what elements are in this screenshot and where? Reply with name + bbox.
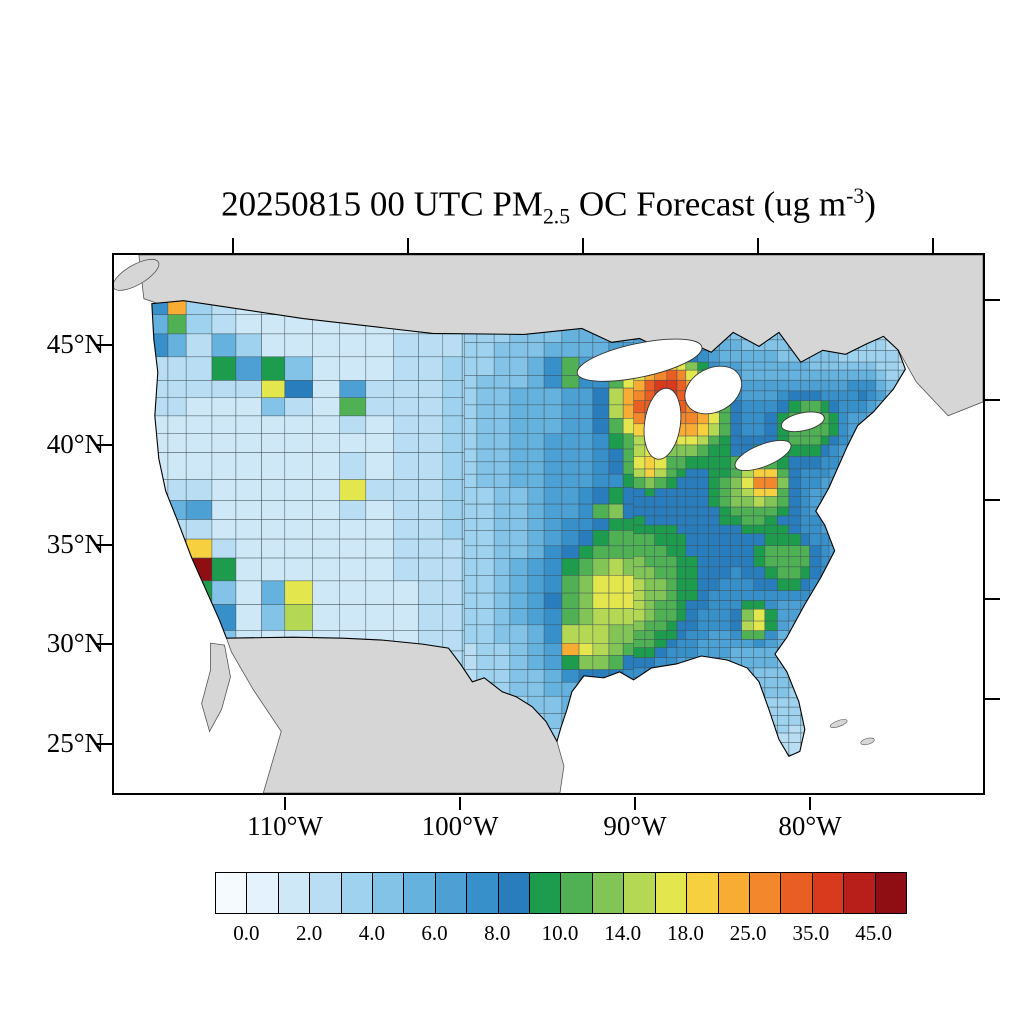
colorbar-segment [435, 873, 468, 913]
colorbar-tick-label: 35.0 [792, 921, 830, 945]
title-superscript: -3 [846, 184, 865, 208]
top-tick [407, 238, 409, 253]
right-tick [985, 398, 1000, 401]
lat-axis-label: 40°N [46, 428, 104, 459]
colorbar-tick-label: 8.0 [484, 921, 511, 945]
lon-tick [634, 797, 636, 810]
colorbar-segment [310, 873, 342, 913]
title-subscript: 2.5 [542, 204, 571, 229]
colorbar-tick-label: 14.0 [604, 921, 642, 945]
colorbar-segment [498, 873, 531, 913]
colorbar-segment [278, 873, 311, 913]
lat-axis-label: 35°N [46, 528, 104, 559]
colorbar-tick-label: 6.0 [421, 921, 448, 945]
colorbar-segment [404, 873, 436, 913]
colorbar-segment [749, 873, 782, 913]
title-text: 20250815 00 UTC PM [221, 184, 543, 224]
right-tick [985, 498, 1000, 501]
colorbar-segment [530, 873, 562, 913]
figure-title: 20250815 00 UTC PM2.5 OC Forecast (ug m-… [112, 184, 985, 230]
lon-axis-label: 110°W [247, 811, 323, 841]
top-tick [232, 238, 234, 253]
colorbar-segment [687, 873, 719, 913]
colorbar-segment [216, 873, 248, 913]
top-tick [757, 238, 759, 253]
colorbar-segment [812, 873, 845, 913]
lat-axis-label: 45°N [46, 329, 104, 359]
colorbar-tick-label: 10.0 [541, 921, 579, 945]
colorbar-segment [844, 873, 876, 913]
top-tick [932, 238, 934, 253]
title-text: OC Forecast (ug m [570, 184, 847, 224]
colorbar-tick-label: 2.0 [295, 921, 323, 945]
lat-axis-label: 25°N [46, 728, 104, 758]
lat-tick [97, 344, 112, 346]
lat-tick [97, 743, 112, 745]
lon-tick [459, 797, 461, 810]
right-tick [985, 299, 1000, 301]
lon-tick [284, 797, 286, 810]
lat-tick [97, 643, 112, 646]
lon-axis-label: 80°W [778, 811, 842, 841]
colorbar-segment [781, 873, 813, 913]
colorbar [215, 872, 907, 914]
colorbar-tick-label: 18.0 [667, 921, 704, 945]
colorbar-segment [592, 873, 625, 913]
lat-tick [97, 543, 112, 546]
lat-axis-label: 30°N [46, 628, 104, 659]
lon-tick [809, 797, 811, 810]
lon-axis-label: 100°W [421, 811, 499, 841]
colorbar-segment [373, 873, 405, 913]
map-plot-area [112, 253, 985, 795]
colorbar-segment [875, 873, 906, 913]
colorbar-tick-label: 0.0 [233, 921, 260, 945]
right-tick [985, 598, 1000, 601]
colorbar-segment [247, 873, 279, 913]
title-text: ) [864, 184, 876, 224]
colorbar-segment [718, 873, 750, 913]
colorbar-tick-label: 4.0 [358, 921, 385, 945]
lon-axis-label: 90°W [603, 811, 667, 841]
colorbar-segment [655, 873, 688, 913]
us-county-choropleth-map [114, 255, 983, 793]
colorbar-segment [341, 873, 374, 913]
colorbar-tick-label: 25.0 [729, 921, 767, 945]
right-tick [985, 698, 1000, 700]
colorbar-segment [467, 873, 499, 913]
colorbar-segment [624, 873, 656, 913]
top-tick [582, 238, 584, 253]
colorbar-tick-label: 45.0 [855, 921, 892, 945]
colorbar-segment [561, 873, 593, 913]
lat-tick [97, 443, 112, 446]
